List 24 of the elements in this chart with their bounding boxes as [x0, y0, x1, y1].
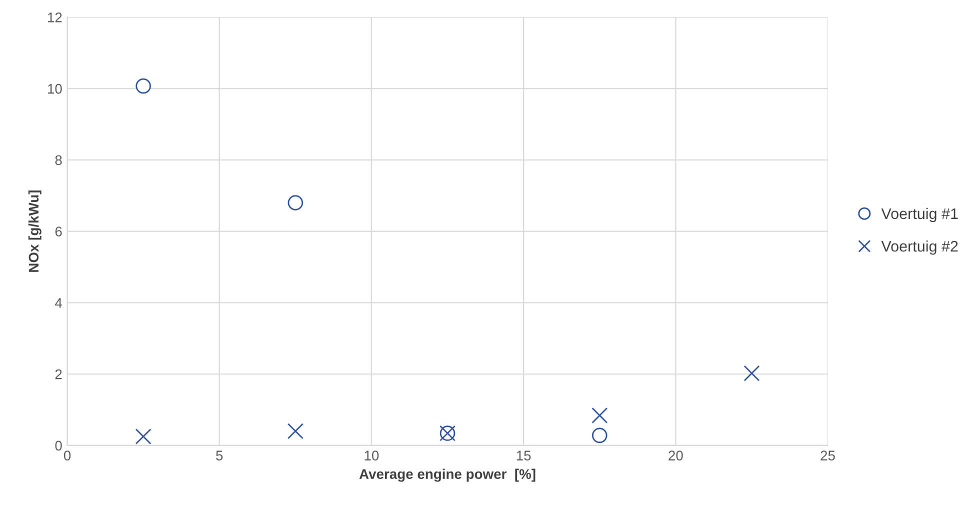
y-tick-label: 12: [48, 12, 62, 22]
point: [288, 195, 304, 210]
point: [592, 428, 608, 444]
x-tick-label: 25: [820, 450, 835, 460]
y-axis-title: NOx [g/kWu]: [28, 190, 42, 272]
point: [136, 78, 151, 94]
point: [287, 423, 304, 440]
x-tick-label: 5: [216, 450, 223, 460]
x-tick-label: 15: [516, 450, 531, 460]
point: [135, 428, 152, 444]
y-tick-label: 0: [55, 440, 62, 451]
y-tick-label: 2: [55, 369, 62, 380]
point: [592, 407, 608, 424]
x-tick-label: 20: [668, 450, 683, 460]
legend-label: Voertuig #2: [881, 240, 958, 255]
y-tick-label: 6: [55, 226, 62, 236]
x-tick-label: 0: [64, 450, 71, 460]
legend-label: Voertuig #1: [881, 208, 958, 222]
x-tick-label: 10: [364, 450, 379, 460]
y-tick-label: 10: [48, 84, 62, 94]
x-axis-title: Average engine power [%]: [359, 468, 536, 482]
point: [744, 365, 760, 382]
y-tick-label: 4: [55, 298, 62, 308]
y-tick-label: 8: [55, 155, 62, 166]
